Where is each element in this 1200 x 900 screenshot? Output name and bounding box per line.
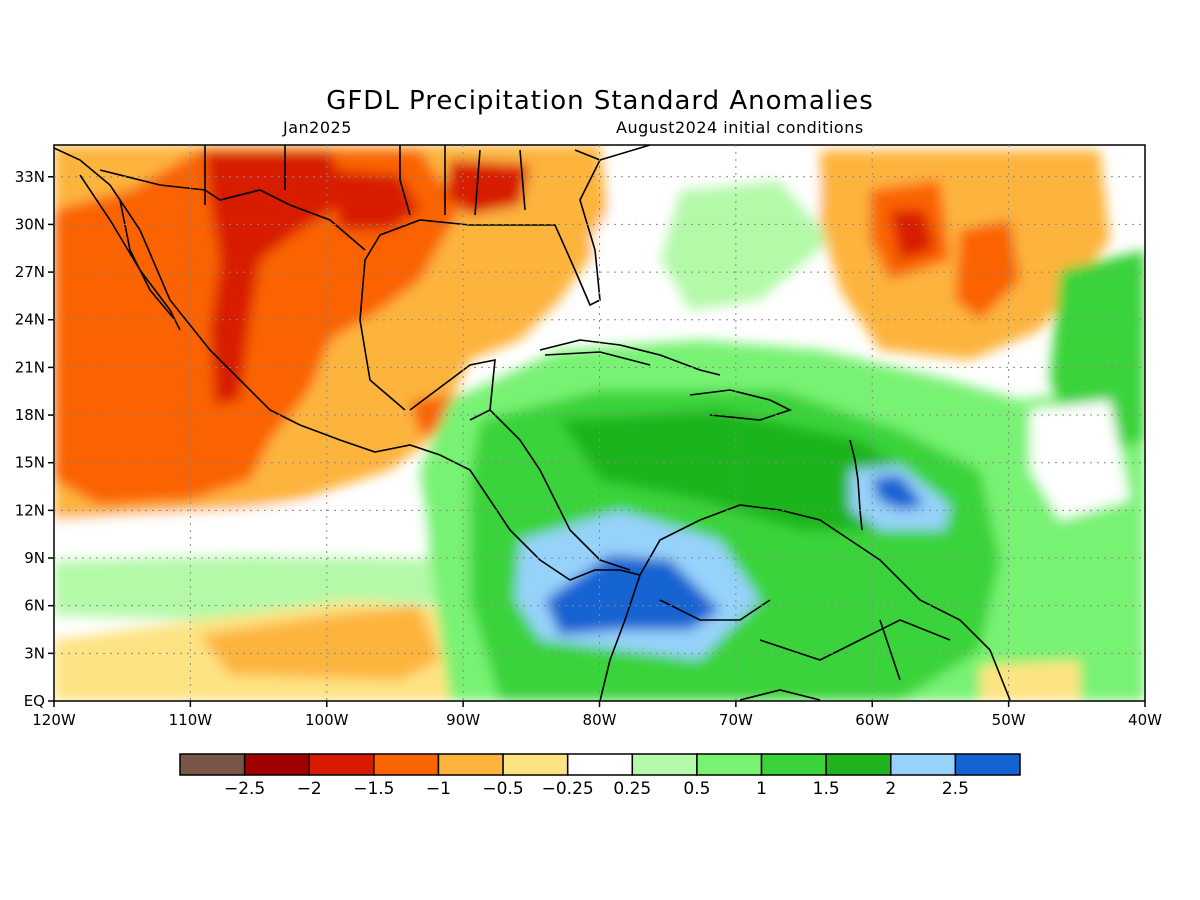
coastline-hispaniola	[689, 389, 793, 421]
colorbar-swatch	[373, 753, 440, 776]
very-dry-region-atlantic	[890, 210, 935, 260]
colorbar-label: −2.5	[224, 779, 265, 799]
colorbar-swatch	[179, 753, 246, 776]
wettest-region-caribbean	[560, 410, 920, 530]
tick-label-lat: 12N	[15, 501, 45, 519]
tick-label-lat: 21N	[15, 358, 45, 376]
dry-band-pacific	[200, 605, 440, 680]
very-dry-region-southeast-us	[445, 160, 530, 215]
colorbar: −2.5 −2 −1.5 −1 −0.5 −0.25 0.25 0.5 1 1.5 2 2.5	[179, 753, 1021, 799]
coastline-gulf-of-mexico	[359, 145, 651, 411]
tick-label-lat: 6N	[24, 597, 45, 615]
anomaly-shading	[54, 145, 1145, 701]
neutral-band-pacific	[54, 500, 440, 560]
wet-region-atlantic	[660, 180, 830, 310]
border-south-america-interior	[659, 599, 951, 701]
colorbar-swatch	[696, 753, 763, 776]
very-dry-region-gulf-north	[330, 170, 420, 230]
tick-label-lon: 80W	[583, 711, 617, 729]
coastline-baja-california	[79, 174, 181, 331]
dry-region-guiana-coast	[980, 660, 1080, 701]
border-us-mexico	[99, 169, 366, 251]
border-states	[204, 145, 601, 216]
coastlines	[54, 145, 1011, 701]
tick-label-lat: 9N	[24, 549, 45, 567]
colorbar-label: −2	[297, 779, 322, 799]
colorbar-swatch	[890, 753, 957, 776]
coastline-south-america-pacific	[599, 574, 641, 701]
colorbar-label: 2	[885, 779, 896, 799]
colorbar-swatch	[631, 753, 698, 776]
tick-label-lat: EQ	[24, 692, 45, 710]
dry-region-mexico-core	[54, 150, 460, 505]
extreme-wet-region-antilles	[872, 475, 925, 510]
drier-region-atlantic-east	[955, 220, 1020, 320]
coastline-cuba	[539, 339, 721, 376]
tick-label-lon: 100W	[305, 711, 349, 729]
tick-label-lat: 30N	[15, 215, 45, 233]
tick-label-lon: 120W	[32, 711, 76, 729]
colorbar-label: 1	[756, 779, 767, 799]
colorbar-swatch	[760, 753, 827, 776]
tick-label-lat: 27N	[15, 263, 45, 281]
tick-label-lat: 15N	[15, 454, 45, 472]
coastline-south-america-north	[639, 504, 1011, 701]
colorbar-swatch	[308, 753, 375, 776]
colorbar-label: 1.5	[813, 779, 840, 799]
colorbar-label: −1.5	[353, 779, 394, 799]
tick-label-lat: 24N	[15, 311, 45, 329]
coastline-north-america-pacific	[54, 147, 641, 581]
colorbar-label: −0.5	[482, 779, 523, 799]
tick-label-lon: 50W	[992, 711, 1026, 729]
colorbar-swatch	[954, 753, 1021, 776]
initial-conditions: August2024 initial conditions	[616, 118, 864, 137]
gridlines	[54, 145, 1145, 701]
colorbar-label: 0.5	[683, 779, 710, 799]
map-title: GFDL Precipitation Standard Anomalies	[326, 86, 874, 116]
colorbar-label: −1	[426, 779, 451, 799]
colorbar-swatch	[566, 753, 634, 776]
axis-ticks: 120W 110W 100W 90W 80W 70W 60W 50W 40W EQ 3N 6N 9N 12…	[15, 168, 1162, 729]
colorbar-swatch	[825, 753, 892, 776]
wet-band-pacific	[54, 555, 500, 620]
tick-label-lon: 40W	[1128, 711, 1162, 729]
forecast-month: Jan2025	[283, 118, 352, 137]
neutral-region-atlantic-east	[1030, 400, 1130, 520]
colorbar-label: −0.25	[542, 779, 594, 799]
tick-label-lat: 3N	[24, 644, 45, 662]
tick-label-lon: 70W	[719, 711, 753, 729]
colorbar-swatch	[437, 753, 504, 776]
colorbar-swatch	[502, 753, 569, 776]
tick-label-lon: 60W	[855, 711, 889, 729]
tick-label-lat: 33N	[15, 168, 45, 186]
colorbar-swatch	[243, 753, 310, 776]
tick-label-lon: 90W	[446, 711, 480, 729]
tick-label-lon: 110W	[169, 711, 213, 729]
tick-label-lat: 18N	[15, 406, 45, 424]
colorbar-label: 2.5	[942, 779, 969, 799]
colorbar-label: 0.25	[613, 779, 651, 799]
lesser-antilles	[849, 439, 863, 531]
